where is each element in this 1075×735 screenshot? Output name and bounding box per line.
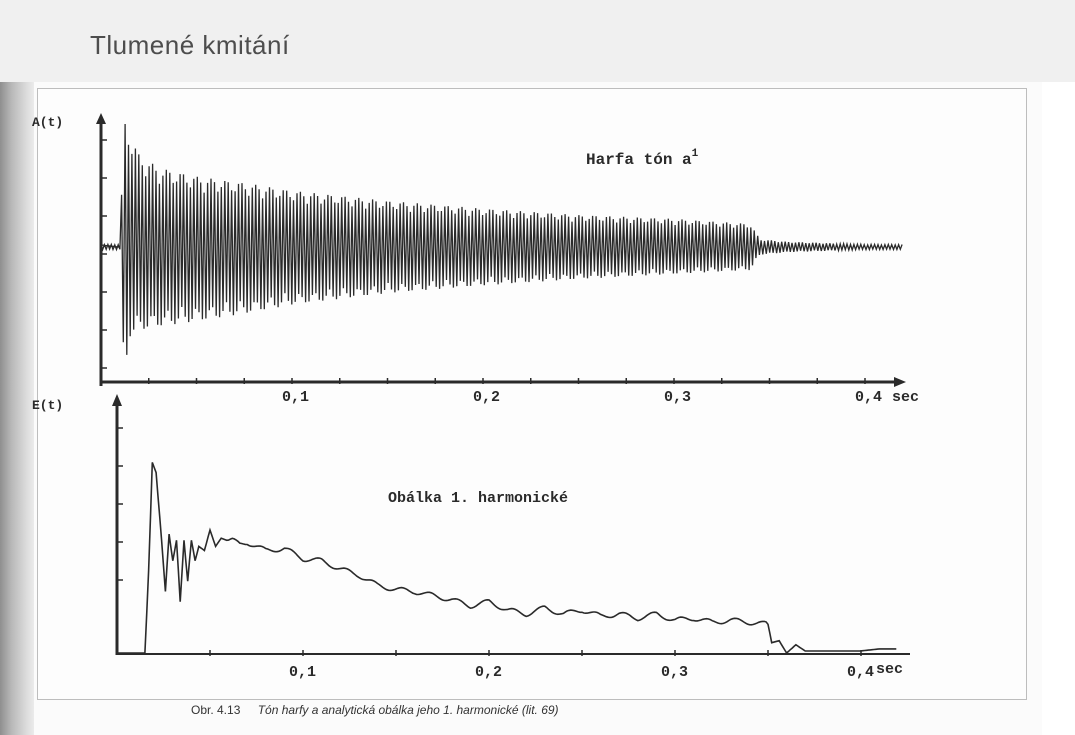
- figure-caption: Obr. 4.13 Tón harfy a analytická obálka …: [191, 703, 559, 717]
- chart-title: Obálka 1. harmonické: [388, 490, 568, 507]
- x-tick-label: 0,4: [855, 389, 882, 406]
- chart-title: Harfa tón a1: [586, 148, 699, 169]
- chart-harmonic-envelope: E(t) Obálka 1. harmonické 0,1 0,2 0,3 0,4 s…: [32, 394, 910, 681]
- y-axis-arrow: [112, 394, 122, 406]
- page-title: Tlumené kmitání: [90, 30, 290, 60]
- y-axis-ticks: [117, 427, 123, 581]
- x-tick-label: 0,1: [282, 389, 309, 406]
- y-axis-arrow: [96, 113, 106, 124]
- waveform-line: [100, 123, 903, 355]
- x-tick-label: 0,2: [473, 389, 500, 406]
- scan-edge-shadow: [0, 82, 38, 735]
- x-tick-label: 0,4: [847, 664, 874, 681]
- series-envelope: [117, 462, 897, 655]
- x-axis-unit: sec: [876, 661, 903, 678]
- y-axis-label: E(t): [32, 398, 63, 413]
- caption-text: Tón harfy a analytická obálka jeho 1. ha…: [257, 703, 559, 717]
- x-tick-labels: 0,1 0,2 0,3 0,4: [282, 389, 882, 406]
- x-axis-arrow: [894, 377, 906, 387]
- x-tick-labels: 0,1 0,2 0,3 0,4: [289, 664, 874, 681]
- series-waveform: [100, 123, 903, 355]
- header-bar: [0, 0, 1075, 82]
- caption-number: Obr. 4.13: [191, 703, 241, 717]
- x-tick-label: 0,2: [475, 664, 502, 681]
- x-axis-unit: sec: [892, 389, 919, 406]
- y-axis-label: A(t): [32, 115, 63, 130]
- chart-harp-waveform: A(t) Harfa tón a1 0,1 0,2 0,3 0,4 sec: [32, 113, 919, 406]
- x-tick-label: 0,1: [289, 664, 316, 681]
- x-tick-label: 0,3: [664, 389, 691, 406]
- y-axis-ticks: [101, 139, 107, 369]
- x-tick-label: 0,3: [661, 664, 688, 681]
- figure-frame: [37, 88, 1027, 700]
- x-axis-ticks: [148, 378, 866, 384]
